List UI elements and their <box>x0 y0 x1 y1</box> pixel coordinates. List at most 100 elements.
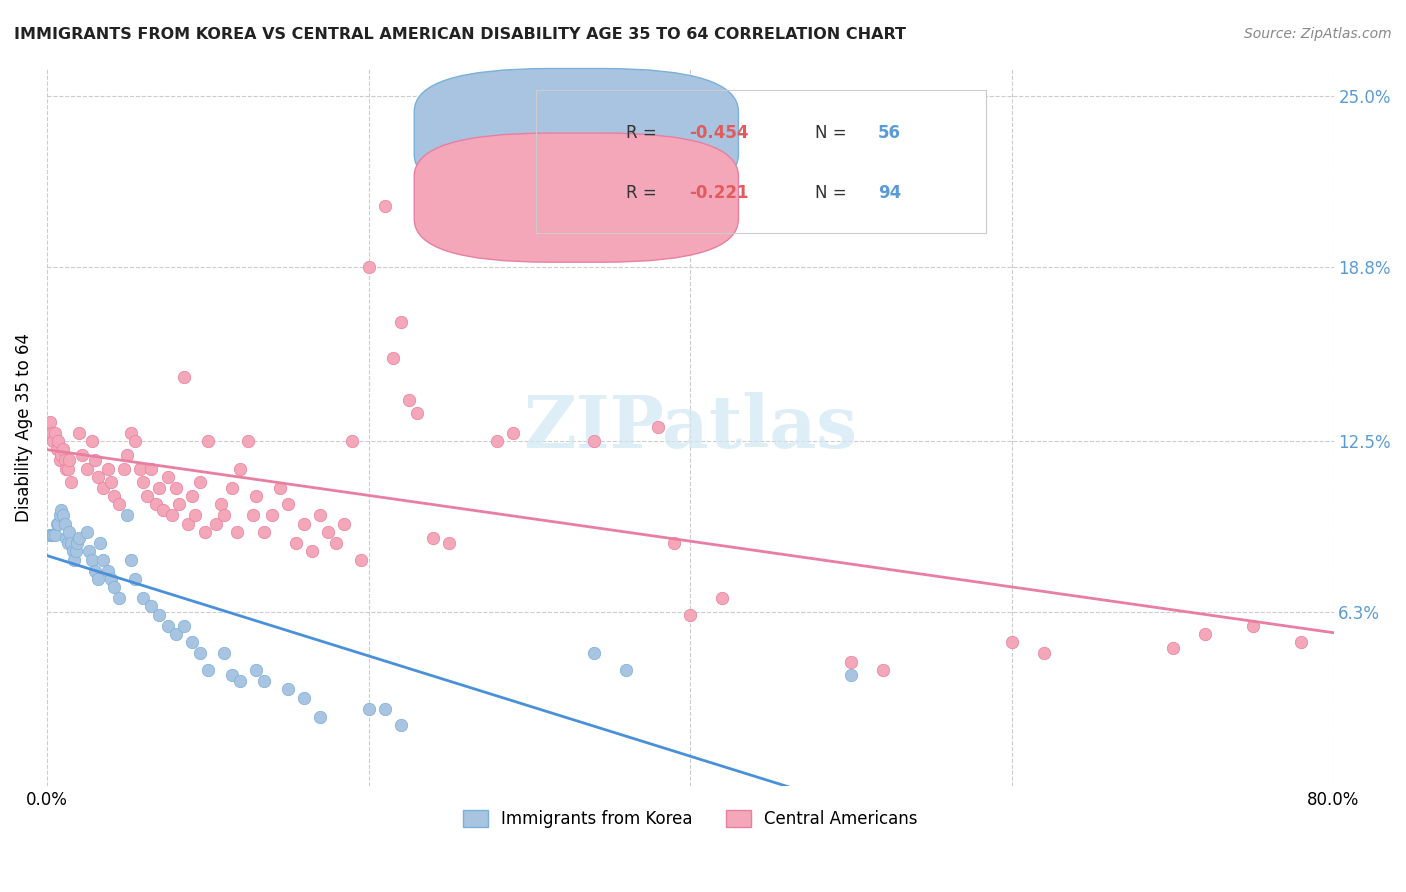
Point <box>112 461 135 475</box>
Point <box>152 503 174 517</box>
Point <box>389 315 412 329</box>
Point <box>124 572 146 586</box>
Point <box>148 607 170 622</box>
Point <box>84 453 107 467</box>
Point <box>165 481 187 495</box>
Legend: Immigrants from Korea, Central Americans: Immigrants from Korea, Central Americans <box>456 804 924 835</box>
Point <box>204 516 226 531</box>
Point <box>49 508 72 523</box>
Point <box>1001 635 1024 649</box>
Point <box>108 591 131 606</box>
Point <box>156 470 179 484</box>
Point <box>357 701 380 715</box>
Point <box>422 531 444 545</box>
Point <box>67 425 90 440</box>
Point <box>120 425 142 440</box>
Point <box>342 434 364 448</box>
Point <box>52 442 75 457</box>
Point <box>333 516 356 531</box>
Point <box>389 718 412 732</box>
Point <box>135 489 157 503</box>
Point <box>1033 646 1056 660</box>
Point <box>72 448 94 462</box>
Point <box>45 516 67 531</box>
Point <box>839 668 862 682</box>
Point <box>44 425 66 440</box>
Point <box>91 552 114 566</box>
Point <box>56 536 79 550</box>
Point <box>97 564 120 578</box>
Point <box>77 544 100 558</box>
Point <box>647 420 669 434</box>
Point <box>65 544 87 558</box>
Point <box>309 508 332 523</box>
Point <box>839 655 862 669</box>
Point <box>100 572 122 586</box>
Point <box>1194 627 1216 641</box>
Point <box>103 489 125 503</box>
Point <box>49 453 72 467</box>
Point <box>162 508 184 523</box>
Point <box>66 536 89 550</box>
Point <box>292 516 315 531</box>
Point <box>180 489 202 503</box>
Point <box>253 673 276 688</box>
Point <box>309 710 332 724</box>
Point <box>225 524 247 539</box>
Point <box>145 497 167 511</box>
Point <box>349 552 371 566</box>
Point <box>173 619 195 633</box>
Point <box>100 475 122 490</box>
Point <box>582 434 605 448</box>
Point <box>325 536 347 550</box>
Point <box>193 524 215 539</box>
Text: Source: ZipAtlas.com: Source: ZipAtlas.com <box>1244 27 1392 41</box>
Point <box>1291 635 1313 649</box>
Point <box>486 434 509 448</box>
Point <box>67 531 90 545</box>
Point <box>229 461 252 475</box>
Point <box>76 461 98 475</box>
Point <box>177 516 200 531</box>
Y-axis label: Disability Age 35 to 64: Disability Age 35 to 64 <box>15 333 32 522</box>
Point <box>711 591 734 606</box>
Point <box>662 536 685 550</box>
Point <box>42 527 65 541</box>
Point <box>405 406 427 420</box>
Point <box>381 351 404 366</box>
Point <box>117 508 139 523</box>
Point <box>39 415 62 429</box>
Point <box>437 536 460 550</box>
Point <box>614 663 637 677</box>
Point <box>277 682 299 697</box>
Point <box>679 607 702 622</box>
Point <box>63 552 86 566</box>
Point <box>253 524 276 539</box>
Point <box>60 536 83 550</box>
Point <box>872 663 894 677</box>
Point <box>180 635 202 649</box>
Point <box>221 481 243 495</box>
Point <box>221 668 243 682</box>
Point <box>502 425 524 440</box>
Text: IMMIGRANTS FROM KOREA VS CENTRAL AMERICAN DISABILITY AGE 35 TO 64 CORRELATION CH: IMMIGRANTS FROM KOREA VS CENTRAL AMERICA… <box>14 27 905 42</box>
Point <box>236 434 259 448</box>
Point <box>292 690 315 705</box>
Point <box>84 564 107 578</box>
Point <box>80 552 103 566</box>
Point <box>374 199 396 213</box>
Point <box>52 508 75 523</box>
Point <box>374 701 396 715</box>
Point <box>37 425 59 440</box>
Point <box>197 663 219 677</box>
Point <box>87 572 110 586</box>
Point <box>62 544 84 558</box>
Point <box>301 544 323 558</box>
Point <box>269 481 291 495</box>
Point <box>46 434 69 448</box>
Point <box>58 453 80 467</box>
Point <box>173 370 195 384</box>
Point <box>188 475 211 490</box>
Point <box>53 516 76 531</box>
Point <box>91 481 114 495</box>
